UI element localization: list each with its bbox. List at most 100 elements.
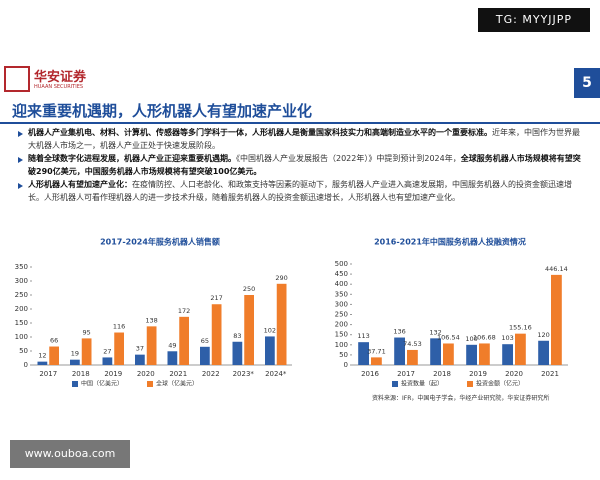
y-tick-label: 100 [335,341,348,349]
bullet-list: 机器人产业集机电、材料、计算机、传感器等多门学科于一体，人形机器人是衡量国家科技… [18,127,583,205]
value-label: 290 [275,274,287,282]
chart-title: 2016-2021年中国服务机器人投融资情况 [374,237,526,247]
x-tick-label: 2021 [169,370,187,378]
bar [479,343,490,365]
legend-label: 全球（亿美元） [156,380,198,388]
value-label: 172 [178,307,190,315]
bar [146,326,157,365]
chart-title: 2017-2024年服务机器人销售额 [100,237,220,247]
page-number: 5 [574,68,600,98]
value-label: 100 [465,335,477,343]
bar [211,304,222,365]
value-label: 95 [82,328,90,336]
x-tick-label: 2018 [433,370,451,378]
value-label: 103 [501,334,513,342]
bar [466,344,477,365]
value-label: 116 [113,323,125,331]
bar [179,316,189,365]
value-label: 49 [168,341,176,349]
bar [430,338,441,365]
value-label: 106.54 [437,333,460,341]
y-tick-label: 250 [15,291,28,299]
value-label: 37 [136,345,144,353]
bar [502,344,513,365]
slide-title: 迎来重要机遇期，人形机器人有望加速产业化 [12,102,313,120]
y-tick-label: 50 [339,351,348,359]
value-label: 155.16 [509,324,532,332]
bar [407,349,418,365]
bullet-text: 全球服务机器人市场规模将有望突破290亿美元，中国服务机器人市场规模将有望突破1… [28,154,581,176]
value-label: 120 [537,331,549,339]
x-tick-label: 2021 [541,370,559,378]
bar [49,346,59,365]
logo-icon [4,66,30,92]
logo-name: 华安证券 [34,70,87,85]
value-label: 83 [233,332,241,340]
bullet-text: 在疫情防控、人口老龄化、和政策支持等因素的驱动下，服务机器人产业进入高速发展期，… [28,180,572,202]
x-tick-label: 2019 [469,370,487,378]
value-label: 12 [38,352,46,360]
bullet: 机器人产业集机电、材料、计算机、传感器等多门学科于一体，人形机器人是衡量国家科技… [18,127,583,152]
bar [443,343,454,365]
y-tick-label: 50 [19,347,28,355]
legend-swatch [72,381,78,387]
legend-swatch [392,381,398,387]
bar [244,295,254,365]
x-tick-label: 2020 [137,370,155,378]
bullet-text: 《中国机器人产业发展报告（2022年）》中提到预计到2024年， [236,154,461,163]
y-tick-label: 200 [335,321,348,329]
value-label: 106.68 [473,333,496,341]
bar [167,351,178,365]
bar [394,337,405,365]
bar [135,354,145,365]
value-label: 113 [357,332,369,340]
x-tick-label: 2022 [202,370,220,378]
bullet-text: 人形机器人有望加速产业化： [28,180,132,189]
y-tick-label: 400 [335,280,348,288]
x-tick-label: 2018 [72,370,90,378]
bullet-text: 机器人产业集机电、材料、计算机、传感器等多门学科于一体，人形机器人是衡量国家科技… [28,128,492,137]
value-label: 65 [201,337,209,345]
legend-label: 投资数量（起） [401,380,443,388]
y-tick-label: 100 [15,333,28,341]
bar [265,336,275,365]
bar [81,338,92,365]
y-tick-label: 350 [15,263,28,271]
y-tick-label: 250 [335,311,348,319]
x-tick-label: 2024* [265,370,287,378]
y-tick-label: 0 [24,361,28,369]
title-rule [0,122,600,124]
y-tick-label: 150 [15,319,28,327]
bar [232,341,243,365]
y-tick-label: 350 [335,290,348,298]
bullet: 人形机器人有望加速产业化：在疫情防控、人口老龄化、和政策支持等因素的驱动下，服务… [18,179,583,204]
watermark: www.ouboa.com [10,440,130,468]
bar [276,283,287,365]
bar [358,342,369,365]
value-label: 19 [71,350,79,358]
value-label: 217 [210,294,222,302]
bullet: 随着全球数字化进程发展，机器人产业正迎来重要机遇期。《中国机器人产业发展报告（2… [18,153,583,178]
bar [551,274,562,365]
value-label: 132 [429,328,441,336]
bar [37,361,48,365]
value-label: 138 [145,316,157,324]
legend-swatch [467,381,473,387]
source-note: 资料来源：IFR，中国电子学会，华经产业研究院，华安证券研究所 [372,395,550,402]
y-tick-label: 150 [335,331,348,339]
legend-label: 投资金额（亿元） [476,380,524,388]
legend-label: 中国（亿美元） [81,380,123,388]
value-label: 37.71 [367,347,386,355]
y-tick-label: 300 [335,300,348,308]
bar [538,340,549,365]
value-label: 66 [50,337,58,345]
y-tick-label: 450 [335,270,348,278]
legend-swatch [147,381,153,387]
bar [200,346,210,365]
bullet-text: 近年来，中国作为世界最大机器人市场之一，机器人产业正处于快速发展阶段。 [28,128,580,150]
watermark: TG: MYYJJPP [478,8,590,32]
value-label: 74.53 [403,340,422,348]
x-tick-label: 2023* [233,370,255,378]
value-label: 250 [243,285,255,293]
